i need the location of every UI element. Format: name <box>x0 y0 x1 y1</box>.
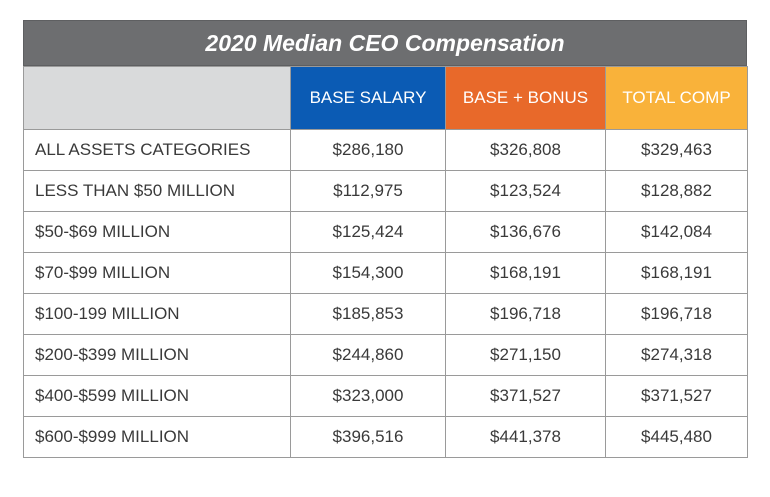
base-salary-cell: $396,516 <box>290 416 446 458</box>
header-base-bonus: BASE + BONUS <box>445 66 606 130</box>
table-row: $400-$599 MILLION $323,000 $371,527 $371… <box>23 375 748 417</box>
table-row: $70-$99 MILLION $154,300 $168,191 $168,1… <box>23 252 748 294</box>
row-label: $70-$99 MILLION <box>23 252 291 294</box>
total-comp-cell: $445,480 <box>605 416 748 458</box>
table-row: $200-$399 MILLION $244,860 $271,150 $274… <box>23 334 748 376</box>
compensation-table: 2020 Median CEO Compensation BASE SALARY… <box>23 20 748 458</box>
header-base-salary: BASE SALARY <box>290 66 446 130</box>
row-label: LESS THAN $50 MILLION <box>23 170 291 212</box>
base-salary-cell: $125,424 <box>290 211 446 253</box>
total-comp-cell: $128,882 <box>605 170 748 212</box>
header-total-comp: TOTAL COMP <box>605 66 748 130</box>
row-label: $100-199 MILLION <box>23 293 291 335</box>
row-label: $200-$399 MILLION <box>23 334 291 376</box>
total-comp-cell: $371,527 <box>605 375 748 417</box>
base-bonus-cell: $168,191 <box>445 252 606 294</box>
row-label: $400-$599 MILLION <box>23 375 291 417</box>
total-comp-cell: $168,191 <box>605 252 748 294</box>
row-label: $600-$999 MILLION <box>23 416 291 458</box>
total-comp-cell: $142,084 <box>605 211 748 253</box>
base-salary-cell: $323,000 <box>290 375 446 417</box>
table-row: LESS THAN $50 MILLION $112,975 $123,524 … <box>23 170 748 212</box>
data-table: BASE SALARY BASE + BONUS TOTAL COMP ALL … <box>23 66 748 458</box>
table-row: $100-199 MILLION $185,853 $196,718 $196,… <box>23 293 748 335</box>
base-bonus-cell: $136,676 <box>445 211 606 253</box>
total-comp-cell: $196,718 <box>605 293 748 335</box>
base-salary-cell: $244,860 <box>290 334 446 376</box>
base-bonus-cell: $371,527 <box>445 375 606 417</box>
base-salary-cell: $286,180 <box>290 129 446 171</box>
base-bonus-cell: $196,718 <box>445 293 606 335</box>
base-salary-cell: $154,300 <box>290 252 446 294</box>
base-bonus-cell: $441,378 <box>445 416 606 458</box>
table-row: $600-$999 MILLION $396,516 $441,378 $445… <box>23 416 748 458</box>
table-title: 2020 Median CEO Compensation <box>23 20 747 66</box>
row-label: $50-$69 MILLION <box>23 211 291 253</box>
base-bonus-cell: $326,808 <box>445 129 606 171</box>
total-comp-cell: $329,463 <box>605 129 748 171</box>
total-comp-cell: $274,318 <box>605 334 748 376</box>
base-salary-cell: $112,975 <box>290 170 446 212</box>
row-label: ALL ASSETS CATEGORIES <box>23 129 291 171</box>
table-row: ALL ASSETS CATEGORIES $286,180 $326,808 … <box>23 129 748 171</box>
base-bonus-cell: $123,524 <box>445 170 606 212</box>
base-salary-cell: $185,853 <box>290 293 446 335</box>
table-row: $50-$69 MILLION $125,424 $136,676 $142,0… <box>23 211 748 253</box>
header-corner-cell <box>23 66 291 130</box>
base-bonus-cell: $271,150 <box>445 334 606 376</box>
header-row: BASE SALARY BASE + BONUS TOTAL COMP <box>23 66 748 130</box>
